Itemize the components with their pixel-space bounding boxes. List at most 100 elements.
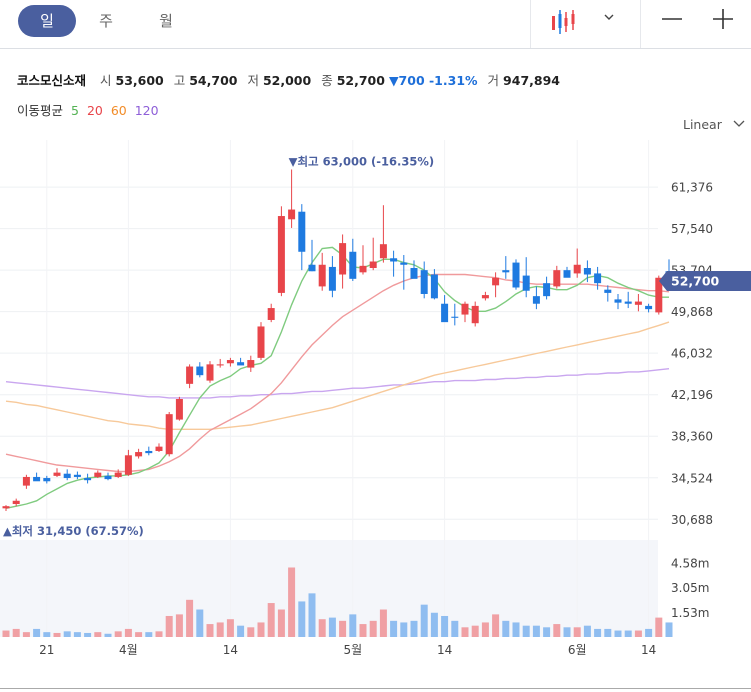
- tab-weekly[interactable]: 주: [99, 12, 113, 30]
- volume-panel-title: 거래량 947,894: [18, 543, 113, 562]
- ma60-label[interactable]: 60: [110, 103, 127, 118]
- candle-body: [553, 270, 561, 287]
- current-price-tag: [659, 270, 751, 291]
- candle-body: [318, 264, 326, 287]
- volume-bar: [277, 609, 285, 637]
- volume-bar: [410, 620, 418, 637]
- candle: [84, 473, 92, 484]
- candle: [492, 272, 500, 298]
- candle: [502, 256, 510, 279]
- volume-bar: [471, 625, 479, 637]
- candle: [339, 234, 347, 289]
- candle: [532, 286, 540, 310]
- candle: [206, 361, 214, 383]
- candle-body: [165, 414, 173, 455]
- zoom-out-button[interactable]: [654, 6, 694, 38]
- low-label: 저: [247, 73, 259, 88]
- candle-body: [308, 264, 316, 272]
- candle: [196, 362, 204, 378]
- chart-type-button[interactable]: [546, 6, 586, 38]
- candle: [369, 237, 377, 271]
- candle-body: [155, 446, 163, 451]
- volume-bar: [2, 630, 10, 637]
- candle: [655, 275, 663, 315]
- volume-bar: [165, 615, 173, 637]
- candle: [73, 471, 81, 480]
- ma20-label[interactable]: 20: [86, 103, 103, 118]
- candle-body: [441, 303, 449, 323]
- candle-body: [420, 270, 428, 294]
- candle-body: [237, 362, 245, 366]
- candle-body: [288, 209, 296, 220]
- volume-bar: [124, 628, 132, 637]
- candle-body: [379, 244, 387, 259]
- volume-bar: [604, 628, 612, 637]
- candle: [267, 303, 275, 323]
- candle-body: [410, 268, 418, 279]
- candle: [481, 291, 489, 301]
- candle: [594, 266, 602, 290]
- candle-body: [645, 305, 653, 310]
- candle: [604, 285, 612, 302]
- candle-body: [400, 262, 408, 265]
- candle: [328, 256, 336, 298]
- volume-bar: [634, 630, 642, 637]
- volume-bar: [186, 599, 194, 637]
- price-tick-label: 46,032: [671, 347, 713, 361]
- candle: [400, 255, 408, 290]
- chart-type-dropdown[interactable]: [596, 6, 624, 38]
- ma120-label[interactable]: 120: [134, 103, 159, 118]
- candle: [257, 322, 265, 361]
- candle-body: [451, 316, 459, 318]
- close-value: 52,700: [336, 73, 385, 88]
- price-tick-label: 30,688: [671, 513, 713, 527]
- volume-bar: [553, 624, 561, 637]
- price-tick-label: 38,360: [671, 430, 713, 444]
- volume-bar: [451, 620, 459, 637]
- candle-body: [461, 303, 469, 315]
- candle: [573, 248, 581, 278]
- candle-body: [43, 478, 51, 482]
- candle-body: [634, 301, 642, 305]
- volume-panel-value: 947,894: [56, 546, 114, 561]
- candle: [2, 505, 10, 512]
- candle: [563, 266, 571, 278]
- candle-body: [267, 308, 275, 320]
- ma120-line: [5, 368, 670, 399]
- ma5-label[interactable]: 5: [71, 103, 79, 118]
- volume-bar: [22, 632, 30, 637]
- tab-daily[interactable]: 일: [18, 5, 76, 37]
- volume-bar: [461, 627, 469, 637]
- candle: [124, 449, 132, 476]
- candle: [12, 498, 20, 507]
- candle: [43, 475, 51, 484]
- volume-bar: [267, 603, 275, 637]
- volume-bar: [532, 625, 540, 637]
- candle: [543, 276, 551, 300]
- volume-bar: [135, 632, 143, 637]
- price-tick-label: 42,196: [671, 388, 713, 402]
- candle: [553, 265, 561, 289]
- volume-bar: [349, 614, 357, 637]
- volume-bar: [155, 631, 163, 637]
- candle-body: [430, 274, 438, 299]
- candle-body: [196, 366, 204, 376]
- zoom-in-button[interactable]: [703, 6, 743, 38]
- candle: [645, 303, 653, 313]
- candle-body: [22, 476, 30, 486]
- candlestick-chart-icon: [552, 10, 575, 34]
- candle: [145, 446, 153, 456]
- volume-bar: [43, 632, 51, 637]
- scale-mode-select[interactable]: Linear: [683, 117, 746, 132]
- candle: [430, 269, 438, 300]
- candle-body: [53, 472, 61, 476]
- candle-body: [512, 262, 520, 288]
- candle: [318, 252, 326, 291]
- tab-monthly[interactable]: 월: [159, 12, 173, 30]
- chevron-down-icon: [733, 120, 745, 127]
- candle-body: [349, 251, 357, 279]
- volume-bar: [288, 567, 296, 637]
- candle-body: [492, 277, 500, 286]
- candle: [390, 250, 398, 277]
- volume-bar: [257, 622, 265, 637]
